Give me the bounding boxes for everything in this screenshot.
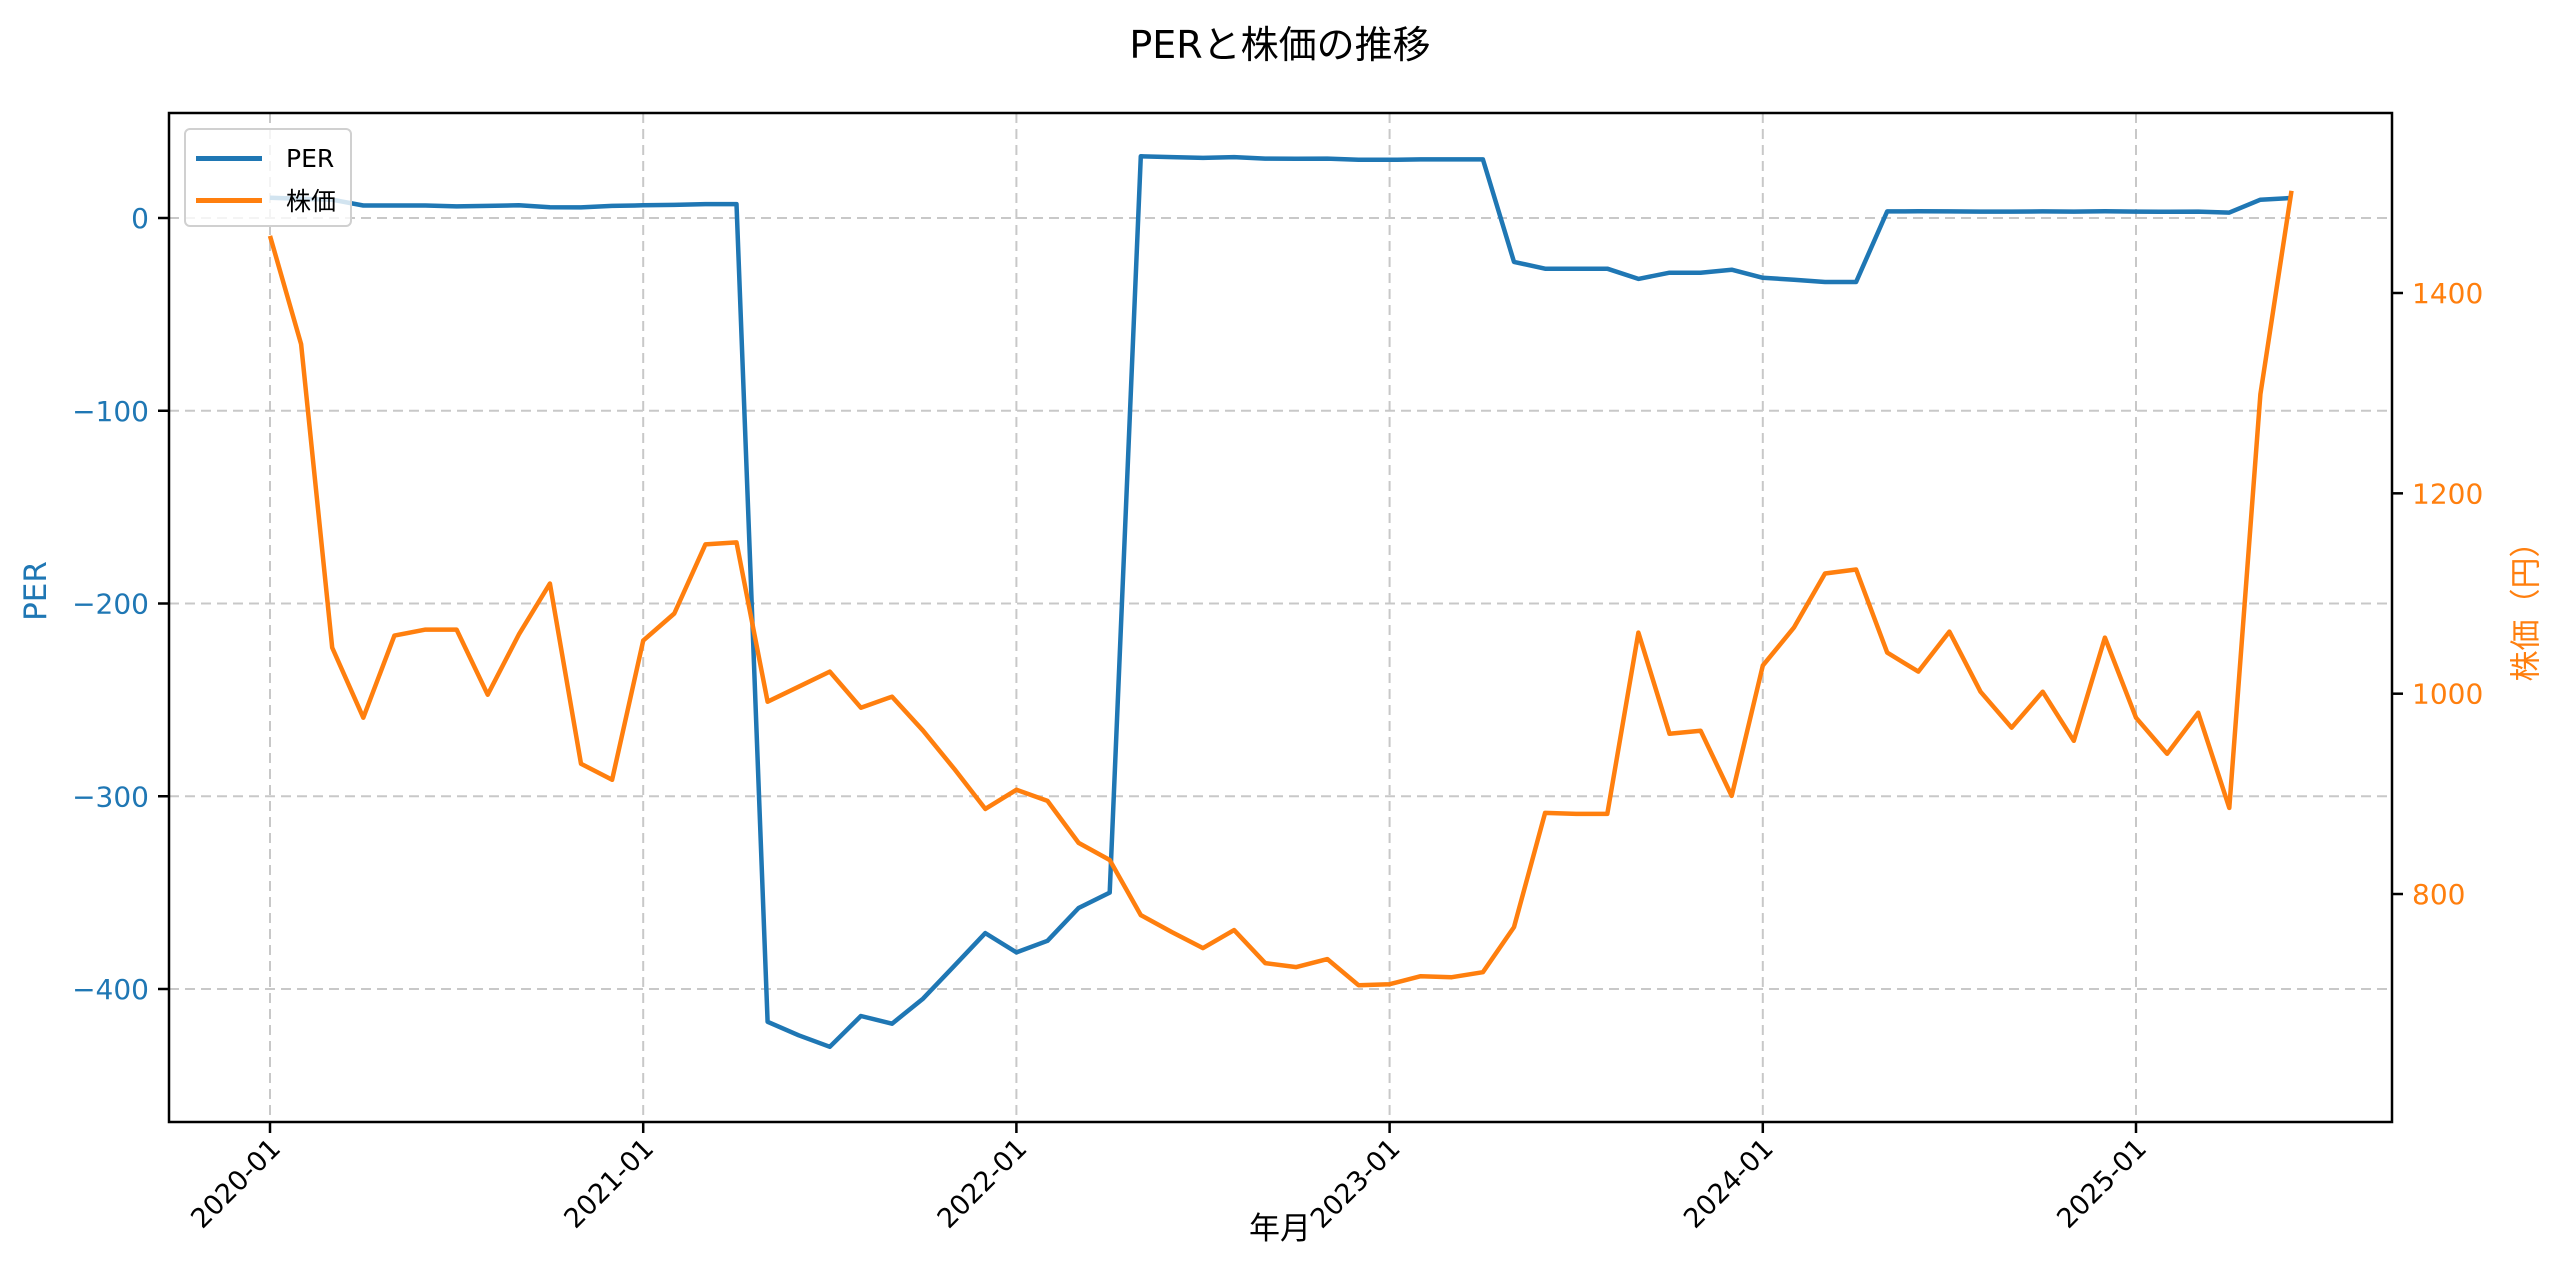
legend-item-price: 株価 [196,180,336,220]
plot-frame [167,111,2394,1124]
y-tick-label-left: −100 [72,395,149,428]
y-axis-label-left: PER [18,561,54,621]
legend-swatch-per [196,155,262,161]
data-series [267,154,2294,1050]
legend-item-per: PER [196,138,334,178]
per-line [269,154,2292,1050]
y-tick-label-right: 800 [2412,878,2465,911]
x-axis-label: 年月 [1249,1211,1311,1247]
y-tick-label-left: −300 [72,780,149,813]
x-tick-label: 2021-01 [558,1133,660,1235]
x-tick-label: 2025-01 [2051,1133,2153,1235]
price-line [267,190,2294,988]
y-tick-label-left: −200 [72,588,149,621]
y-tick-label-left: 0 [131,202,149,235]
x-tick-label: 2024-01 [1678,1133,1780,1235]
y-tick-label-right: 1400 [2412,277,2483,310]
legend-swatch-price [196,197,262,203]
legend-label-price: 株価 [286,187,337,216]
axis-ticks: 2020-01 2021-01 2022-01 2023-01 2024-01 2025-… [72,202,2483,1235]
y-tick-label-right: 1200 [2412,477,2483,510]
y-tick-label-left: −400 [72,973,149,1006]
legend: PER 株価 [184,128,352,227]
x-tick-label: 2022-01 [932,1133,1034,1235]
grid-lines [169,113,2392,1122]
legend-label-per: PER [286,143,335,173]
y-tick-label-right: 1000 [2412,678,2483,711]
x-tick-label: 2020-01 [185,1133,287,1235]
y-axis-label-right: 株価（円） [2508,526,2545,682]
chart-title: PERと株価の推移 [1129,23,1431,67]
